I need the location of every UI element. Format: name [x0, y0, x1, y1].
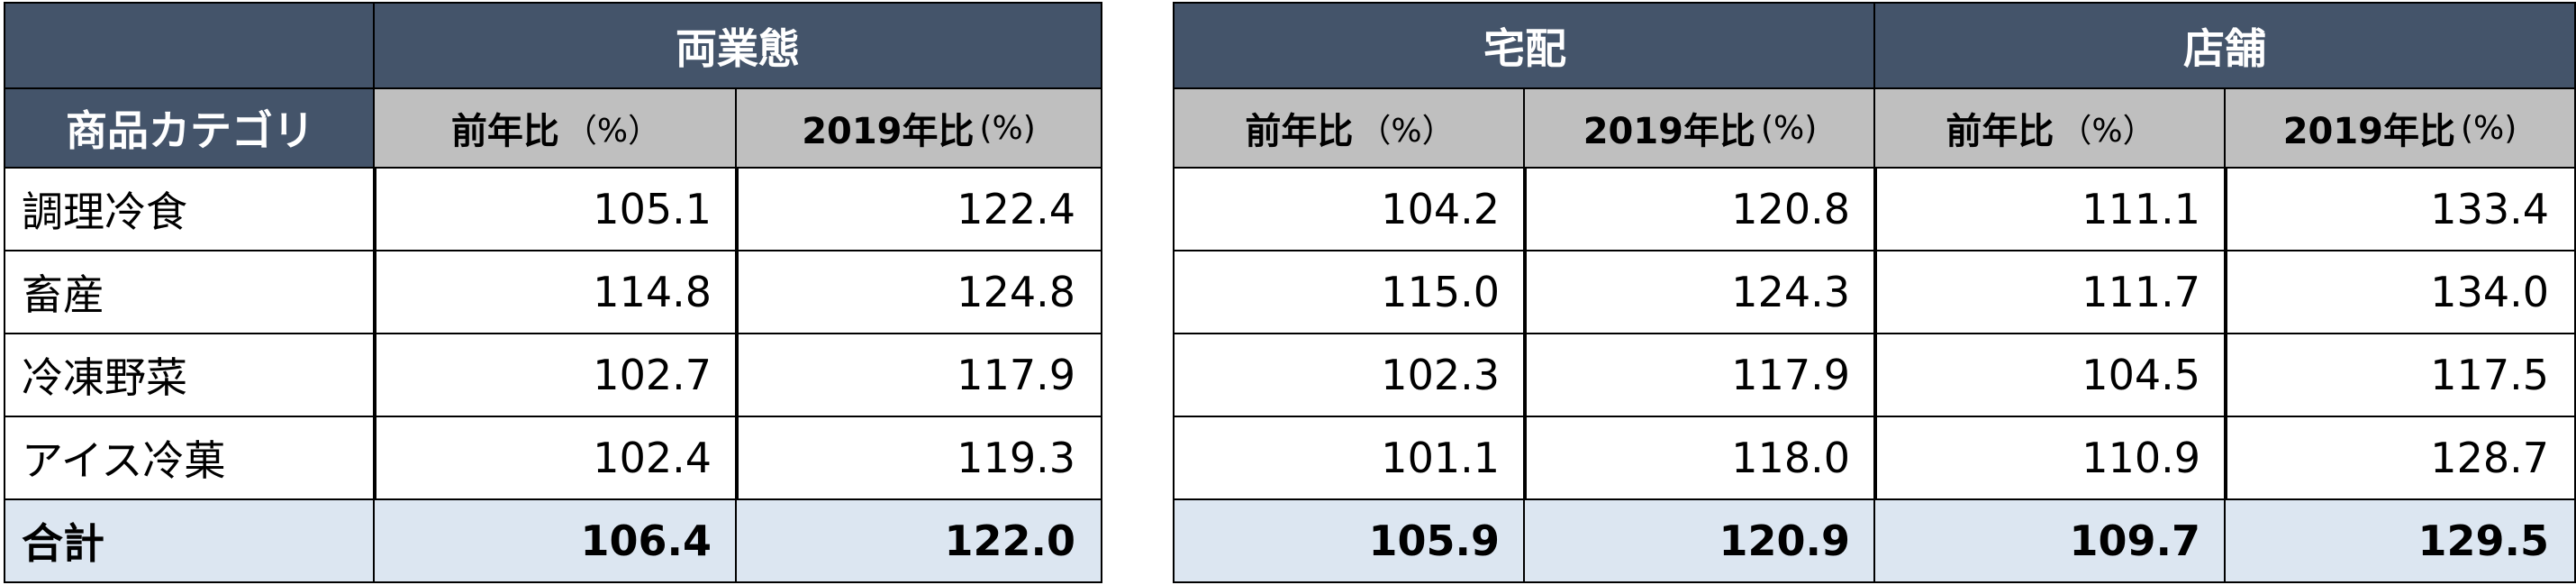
cell-value: 118.0	[1523, 416, 1877, 500]
total-label: 合計	[4, 498, 376, 583]
row-label: 冷凍野菜	[4, 333, 376, 417]
cell-value: 134.0	[2224, 250, 2576, 334]
column-header: 前年比 （%）	[1873, 87, 2227, 169]
cell-value: 128.7	[2224, 416, 2576, 500]
column-header-main: 2019年比	[802, 111, 975, 152]
total-value: 105.9	[1173, 498, 1527, 583]
cell-value: 102.3	[1173, 333, 1527, 417]
cell-value: 133.4	[2224, 167, 2576, 251]
column-header-main: 2019年比	[1583, 111, 1756, 152]
column-header: 2019年比 (%)	[2224, 87, 2576, 169]
column-header-unit: (%)	[979, 109, 1036, 147]
row-label: アイス冷菓	[4, 416, 376, 500]
cell-value: 101.1	[1173, 416, 1527, 500]
group-header: 両業態	[373, 2, 1102, 89]
cell-value: 124.3	[1523, 250, 1877, 334]
cell-value: 111.7	[1873, 250, 2227, 334]
column-header-main: 前年比	[1946, 111, 2054, 152]
total-value: 109.7	[1873, 498, 2227, 583]
row-label: 調理冷食	[4, 167, 376, 251]
cell-value: 122.4	[735, 167, 1102, 251]
column-header-unit: (%)	[2461, 109, 2517, 147]
column-header-unit: （%）	[564, 113, 661, 150]
total-value: 106.4	[373, 498, 739, 583]
header-blank	[4, 2, 376, 89]
row-label: 畜産	[4, 250, 376, 334]
cell-value: 102.4	[373, 416, 739, 500]
cell-value: 102.7	[373, 333, 739, 417]
category-header: 商品カテゴリ	[4, 87, 376, 169]
cell-value: 111.1	[1873, 167, 2227, 251]
total-value: 129.5	[2224, 498, 2576, 583]
cell-value: 110.9	[1873, 416, 2227, 500]
column-header-main: 前年比	[450, 111, 559, 152]
cell-value: 119.3	[735, 416, 1102, 500]
cell-value: 120.8	[1523, 167, 1877, 251]
cell-value: 124.8	[735, 250, 1102, 334]
column-header-unit: （%）	[1358, 113, 1455, 150]
group-header: 店舗	[1873, 2, 2576, 89]
column-header: 前年比 （%）	[373, 87, 739, 169]
cell-value: 117.5	[2224, 333, 2576, 417]
column-header-main: 2019年比	[2282, 111, 2456, 152]
group-header: 宅配	[1173, 2, 1877, 89]
column-header-main: 前年比	[1245, 111, 1354, 152]
column-header-unit: （%）	[2059, 113, 2155, 150]
cell-value: 104.5	[1873, 333, 2227, 417]
cell-value: 114.8	[373, 250, 739, 334]
column-header: 前年比 （%）	[1173, 87, 1527, 169]
cell-value: 117.9	[1523, 333, 1877, 417]
cell-value: 115.0	[1173, 250, 1527, 334]
total-value: 120.9	[1523, 498, 1877, 583]
column-header: 2019年比 (%)	[1523, 87, 1877, 169]
column-header-unit: (%)	[1761, 109, 1818, 147]
cell-value: 104.2	[1173, 167, 1527, 251]
total-value: 122.0	[735, 498, 1102, 583]
column-header: 2019年比 (%)	[735, 87, 1102, 169]
cell-value: 117.9	[735, 333, 1102, 417]
cell-value: 105.1	[373, 167, 739, 251]
